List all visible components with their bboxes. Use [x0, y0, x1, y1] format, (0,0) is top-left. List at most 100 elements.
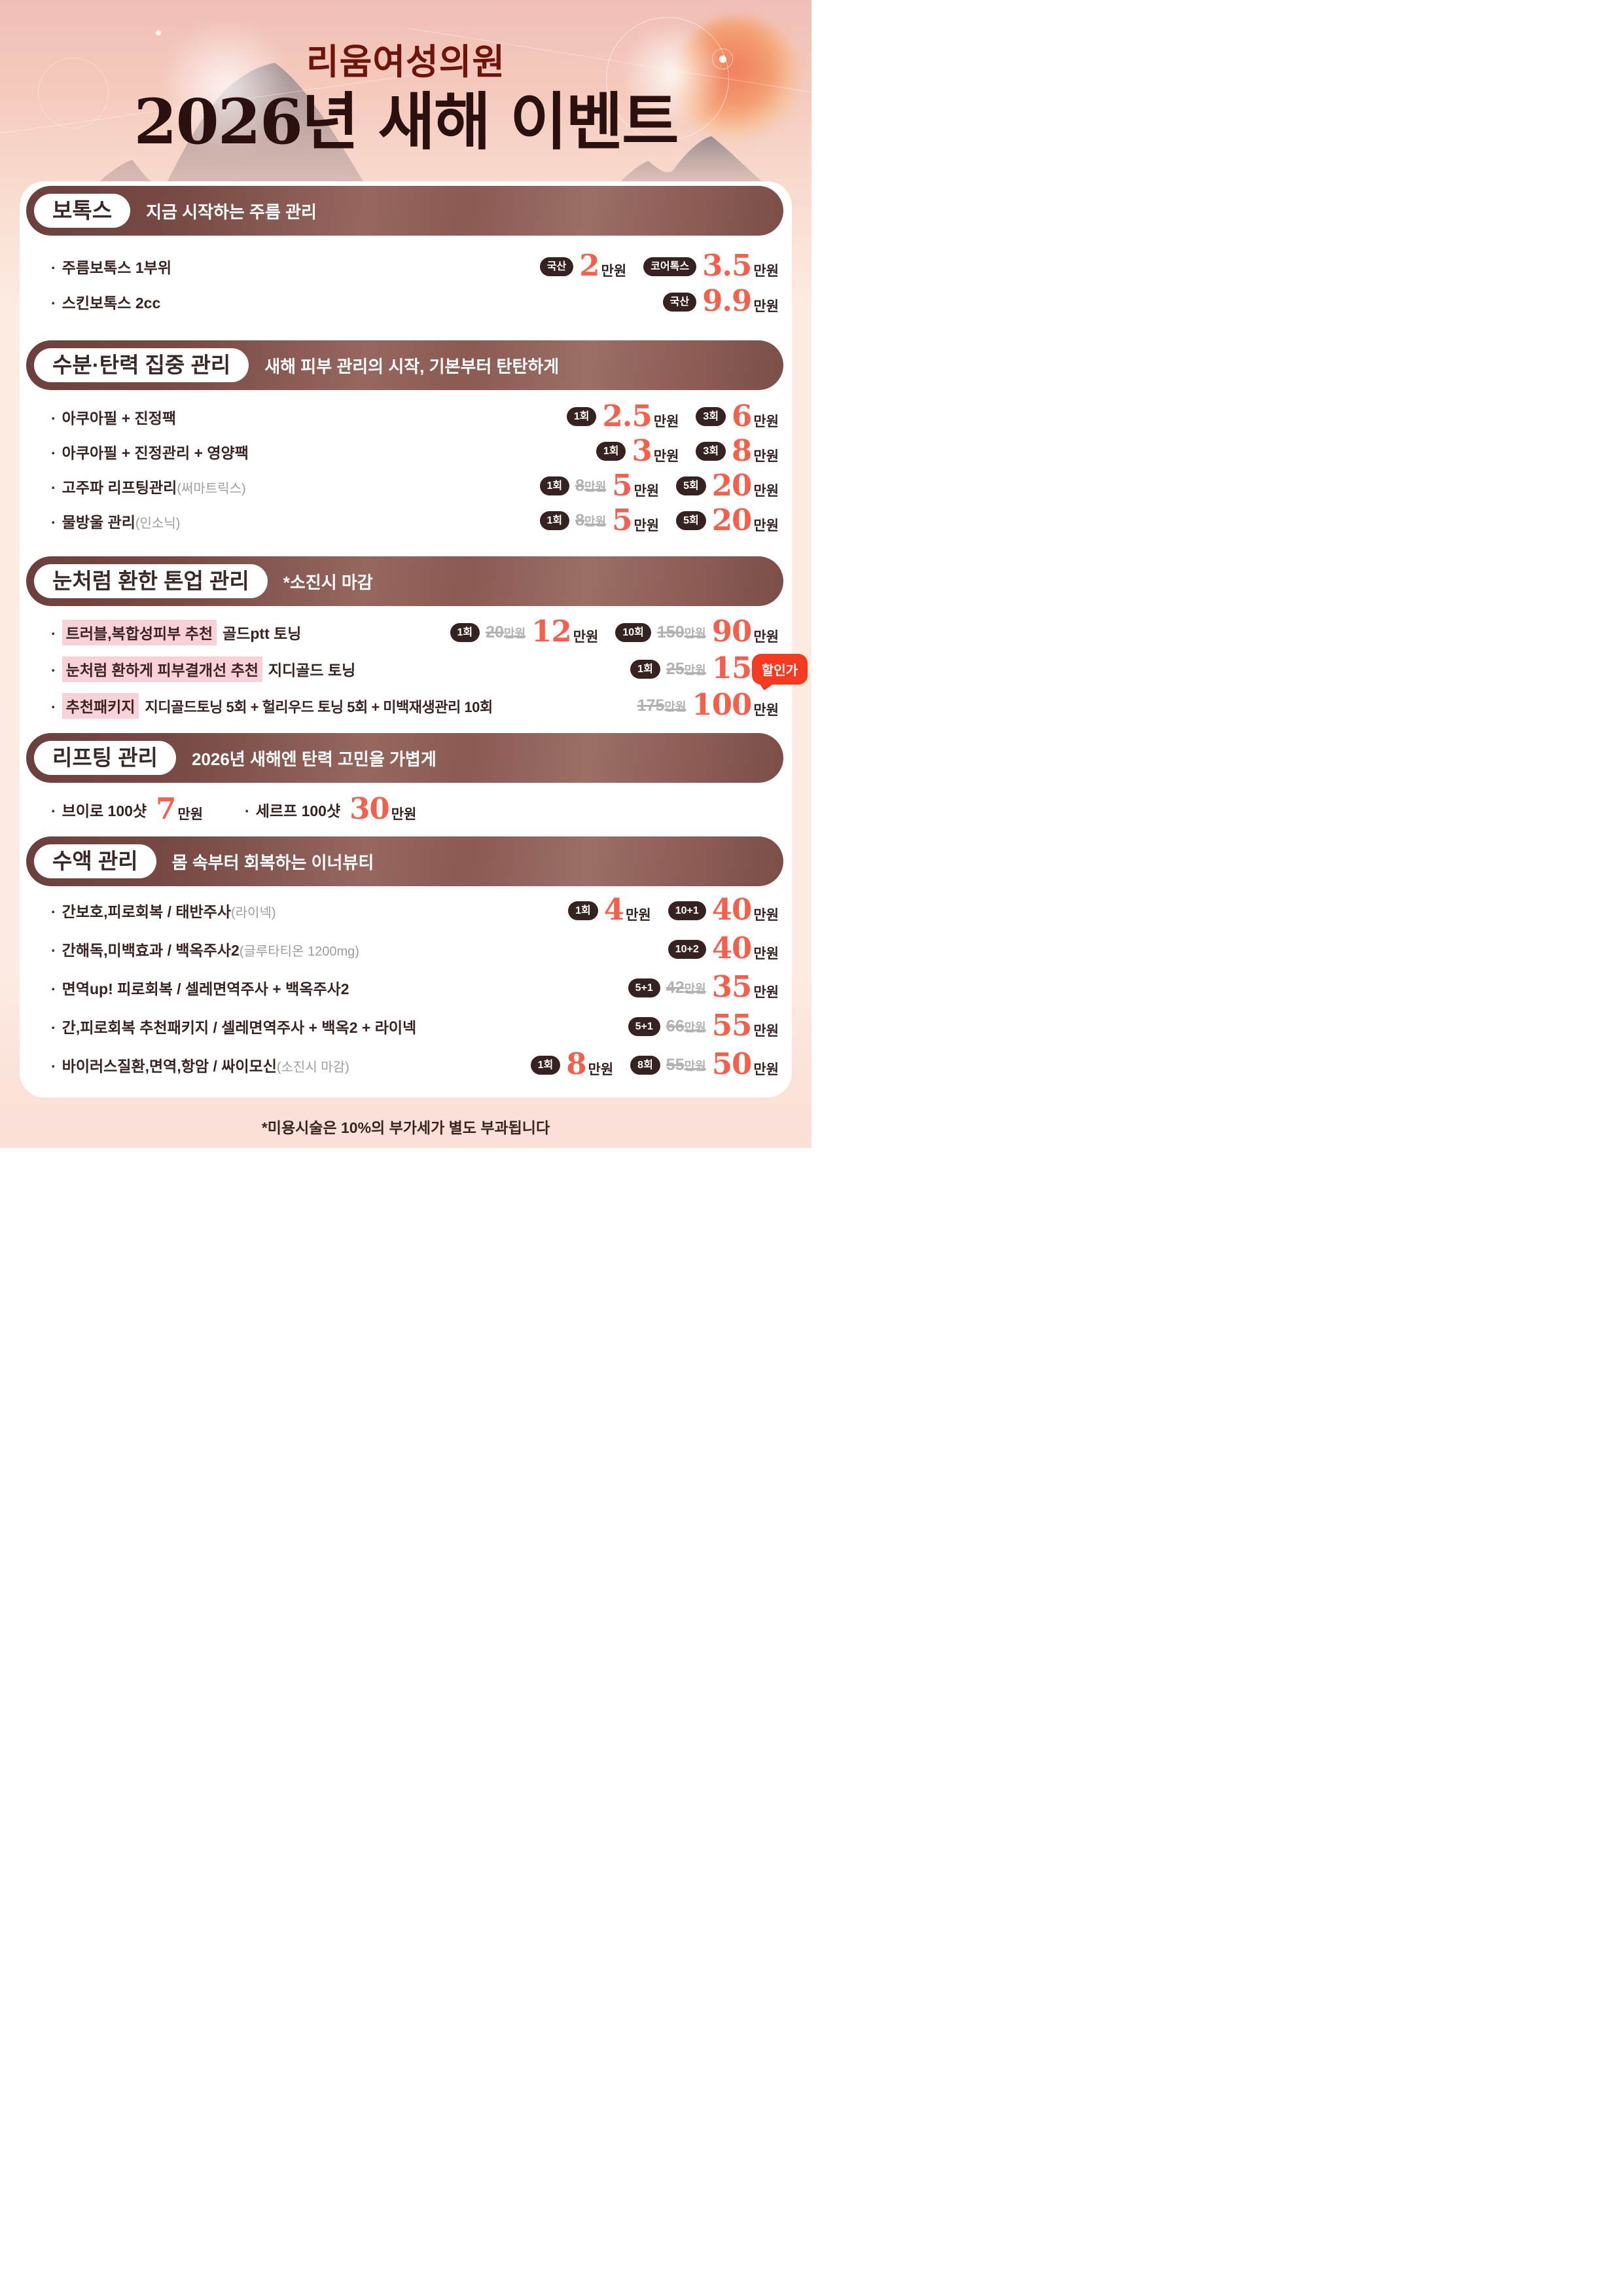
old-price-unit: 만원	[684, 626, 706, 640]
count-badge: 1회	[568, 901, 598, 920]
treatment-name: · 간해독,미백효과 / 백옥주사2 (글루타티온 1200mg)	[51, 938, 359, 960]
section-subtitle: 지금 시작하는 주름 관리	[146, 202, 317, 222]
price-value: 6	[732, 398, 752, 433]
price-value: 55	[711, 1008, 753, 1043]
treatment-label: 스킨보톡스 2cc	[62, 295, 161, 312]
price: 35 만원	[712, 972, 779, 1001]
price-list: 175만원 100 만원 할인가	[637, 654, 808, 722]
treatment-row: · 스킨보톡스 2cc 국산 9.9 만원	[51, 284, 779, 319]
price-unit: 만원	[391, 807, 417, 822]
count-badge: 10회	[615, 622, 651, 642]
price-value: 90	[711, 614, 753, 649]
price: 90 만원	[711, 614, 779, 649]
price-value: 40	[711, 892, 753, 927]
old-price-unit: 만원	[584, 480, 607, 493]
treatment-label: 간보호,피로회복 / 태반주사	[62, 903, 231, 920]
price-value: 100	[692, 687, 752, 722]
price-list: 국산 2 만원 코어톡스 3.5 만원	[539, 251, 779, 280]
section-title-badge: 수분·탄력 집중 관리	[34, 348, 249, 382]
price-value: 50	[711, 1047, 753, 1081]
bullet-icon: ·	[51, 802, 56, 819]
price-list: 국산 9.9 만원	[662, 283, 779, 318]
price: 7 만원	[156, 791, 203, 826]
section-header-lifting: 리프팅 관리 2026년 새해엔 탄력 고민을 가볍게	[26, 733, 783, 783]
price-group: 1회 8만원 5 만원	[539, 505, 660, 535]
price: 8 만원	[566, 1047, 613, 1081]
treatment-name: · 브이로 100샷	[51, 798, 147, 821]
price-unit: 만원	[633, 518, 660, 533]
bullet-icon: ·	[51, 295, 56, 312]
lens-flare-glow	[167, 12, 285, 162]
price-value: 12	[531, 614, 572, 649]
treatment-note: (라이넥)	[231, 906, 276, 920]
treatment-row: · 트러블,복합성피부 추천 골드ptt 토닝 1회 20만원 12 만원 10회 150만원 9…	[51, 614, 779, 651]
old-price: 175만원	[637, 696, 687, 715]
price-value: 3	[632, 433, 652, 468]
count-badge: 코어톡스	[643, 257, 697, 276]
bullet-icon: ·	[51, 513, 56, 531]
section-lifting: 리프팅 관리 2026년 새해엔 탄력 고민을 가볍게 · 브이로 100샷 7 만원 · 세…	[20, 733, 792, 831]
treatment-row: · 간,피로회복 추천패키지 / 셀레면역주사 + 백옥2 + 라이넥 5+1 66만…	[51, 1009, 779, 1044]
price: 5 만원	[612, 471, 659, 500]
count-badge: 1회	[566, 407, 597, 426]
section-subtitle: 몸 속부터 회복하는 이너뷰티	[171, 852, 374, 872]
price-unit: 만원	[753, 448, 779, 464]
treatment-row: · 아쿠아필 + 진정관리 + 영양팩 1회 3 만원 3회 8 만원	[51, 434, 779, 469]
treatment-name: · 고주파 리프팅관리 (써마트릭스)	[51, 475, 246, 497]
treatment-name: · 세르프 100샷	[245, 798, 340, 821]
bullet-icon: ·	[51, 444, 56, 461]
treatment-row: · 고주파 리프팅관리 (써마트릭스) 1회 8만원 5 만원 5회 20 만원	[51, 469, 779, 503]
treatment-name: · 아쿠아필 + 진정팩	[51, 406, 176, 428]
bullet-icon: ·	[51, 1019, 56, 1036]
old-price-unit: 만원	[684, 1020, 706, 1034]
section-title-badge: 리프팅 관리	[34, 741, 176, 775]
price: 20 만원	[712, 471, 779, 500]
treatment-label: 세르프 100샷	[255, 802, 341, 819]
count-badge: 3회	[696, 442, 726, 461]
section-rows: · 트러블,복합성피부 추천 골드ptt 토닝 1회 20만원 12 만원 10회 150만원 9…	[20, 606, 808, 728]
price-list: 1회 8만원 5 만원 5회 20 만원	[539, 471, 779, 500]
count-badge: 10+1	[668, 901, 706, 920]
sparkle-dot	[156, 30, 161, 35]
price-value: 9.9	[702, 283, 752, 318]
old-price: 66만원	[666, 1016, 706, 1035]
treatment-row: · 간보호,피로회복 / 태반주사 (라이넥) 1회 4 만원 10+1 40 만원	[51, 893, 779, 928]
count-badge: 1회	[630, 659, 660, 679]
treatment-label: 물방울 관리	[62, 513, 135, 531]
price-unit: 만원	[753, 483, 779, 499]
bullet-icon: ·	[51, 624, 56, 642]
old-price: 20만원	[486, 622, 526, 641]
price-value: 40	[711, 931, 753, 965]
count-badge: 3회	[696, 407, 726, 426]
price-unit: 만원	[753, 985, 779, 1000]
price-value: 7	[156, 791, 176, 826]
price-group: 5회 20 만원	[676, 471, 779, 500]
price-list: 1회 20만원 12 만원 10회 150만원 90 만원	[450, 614, 779, 649]
count-badge: 1회	[539, 476, 570, 495]
section-rows: · 브이로 100샷 7 만원 · 세르프 100샷 30 만원	[20, 783, 792, 831]
price-group: 8회 55만원 50 만원	[630, 1047, 779, 1081]
event-poster: 리움여성의원 2026년 새해 이벤트 보톡스 지금 시작하는 주름 관리 · 주름보…	[0, 0, 812, 1148]
treatment-name: · 트러블,복합성피부 추천 골드ptt 토닝	[51, 619, 301, 645]
count-badge: 1회	[539, 511, 570, 530]
price-value: 8	[566, 1047, 586, 1081]
price-group: 1회 8 만원	[530, 1047, 613, 1081]
price-list: 1회 8 만원 8회 55만원 50 만원	[530, 1047, 779, 1081]
price-unit: 만원	[626, 908, 651, 923]
price-group: 5+1 42만원 35 만원	[628, 972, 779, 1001]
old-price-unit: 만원	[684, 663, 706, 677]
treatment-label: 지디골드 토닝	[268, 661, 356, 679]
price-unit: 만원	[573, 630, 599, 645]
count-badge: 5회	[676, 511, 706, 530]
section-subtitle: 새해 피부 관리의 시작, 기본부터 탄탄하게	[264, 356, 560, 376]
count-badge: 5회	[676, 476, 706, 495]
price: 3.5 만원	[702, 251, 779, 280]
price-list: 5+1 42만원 35 만원	[628, 972, 779, 1001]
price-unit: 만원	[753, 703, 779, 718]
old-price-unit: 만원	[664, 700, 687, 713]
old-price: 42만원	[666, 978, 706, 997]
treatment-row: · 눈처럼 환하게 피부결개선 추천 지디골드 토닝 1회 25만원 15 만원	[51, 651, 779, 687]
clinic-name: 리움여성의원	[306, 41, 506, 82]
section-botox: 보톡스 지금 시작하는 주름 관리 · 주름보톡스 1부위 국산 2 만원 코어톡스 3.5 만원…	[20, 186, 792, 323]
price-list: 1회 3 만원 3회 8 만원	[596, 433, 779, 468]
